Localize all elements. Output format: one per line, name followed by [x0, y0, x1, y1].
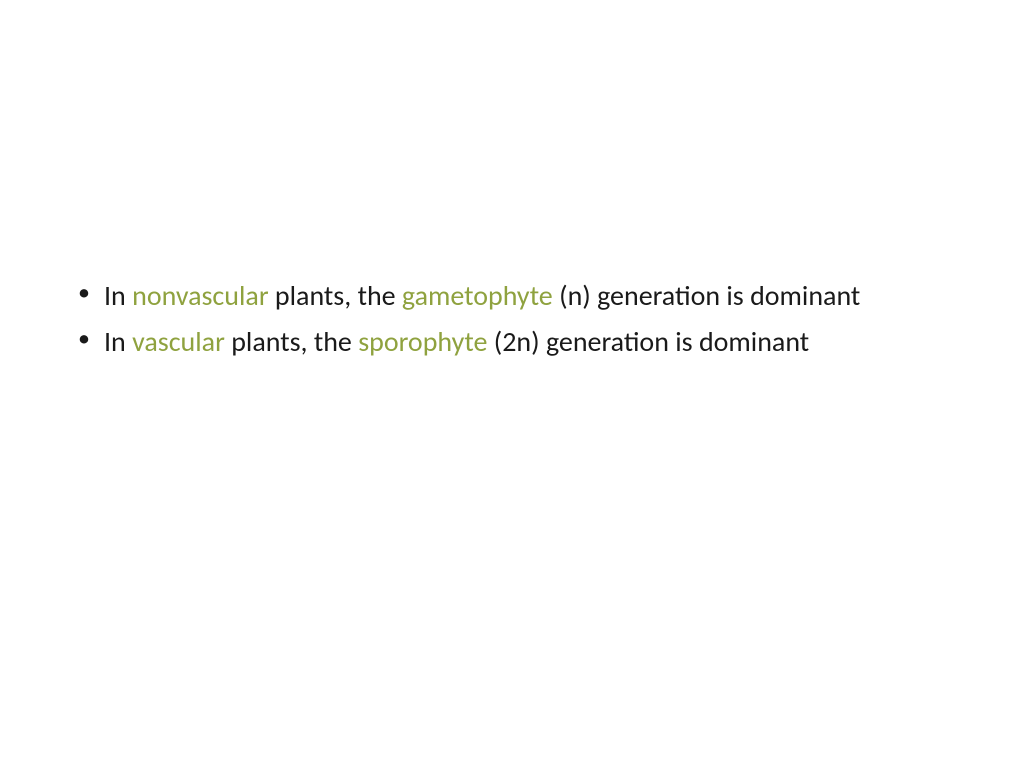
- list-item: In vascular plants, the sporophyte (2n) …: [72, 324, 964, 360]
- text-segment: plants, the: [269, 278, 402, 313]
- text-segment: (n) generation is dominant: [553, 278, 861, 313]
- text-segment: (2n) generation is dominant: [487, 324, 809, 359]
- slide-content: In nonvascular plants, the gametophyte (…: [72, 278, 964, 370]
- highlighted-term: nonvascular: [132, 278, 268, 313]
- highlighted-term: gametophyte: [402, 278, 553, 313]
- text-segment: plants, the: [225, 324, 358, 359]
- highlighted-term: sporophyte: [358, 324, 487, 359]
- bullet-list: In nonvascular plants, the gametophyte (…: [72, 278, 964, 360]
- text-segment: In: [104, 278, 132, 313]
- text-segment: In: [104, 324, 132, 359]
- highlighted-term: vascular: [132, 324, 225, 359]
- list-item: In nonvascular plants, the gametophyte (…: [72, 278, 964, 314]
